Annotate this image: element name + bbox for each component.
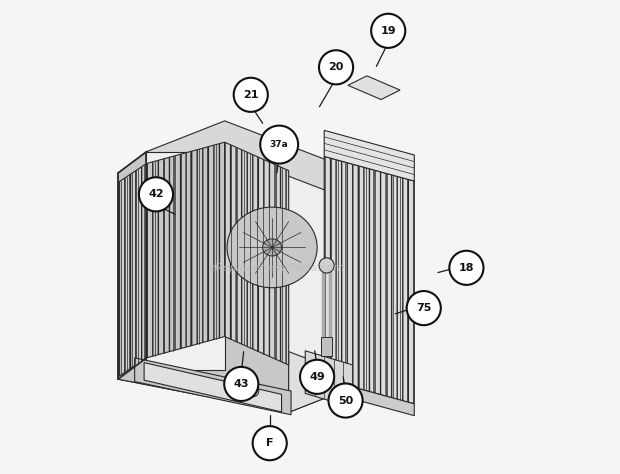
Circle shape (247, 385, 259, 397)
Circle shape (234, 78, 268, 112)
Text: F: F (266, 438, 273, 448)
Circle shape (319, 50, 353, 84)
Polygon shape (324, 156, 414, 404)
Circle shape (329, 383, 363, 418)
Polygon shape (289, 175, 367, 412)
Polygon shape (305, 351, 353, 408)
Polygon shape (135, 358, 291, 415)
Circle shape (300, 360, 334, 394)
Text: 19: 19 (381, 26, 396, 36)
Ellipse shape (227, 207, 317, 288)
Text: 75: 75 (416, 303, 432, 313)
Text: 21: 21 (243, 90, 259, 100)
Polygon shape (146, 152, 224, 370)
Polygon shape (324, 130, 414, 181)
Circle shape (224, 367, 259, 401)
Polygon shape (118, 348, 367, 412)
Text: 20: 20 (329, 62, 343, 73)
Ellipse shape (263, 239, 281, 256)
Circle shape (252, 426, 287, 460)
Polygon shape (144, 363, 281, 412)
Text: 49: 49 (309, 372, 325, 382)
Polygon shape (348, 76, 400, 100)
Polygon shape (146, 121, 367, 206)
Text: eReplacementParts.com: eReplacementParts.com (209, 263, 345, 273)
Text: 18: 18 (459, 263, 474, 273)
Polygon shape (224, 152, 367, 382)
Circle shape (260, 126, 298, 164)
Text: 37a: 37a (270, 140, 288, 149)
Polygon shape (224, 142, 289, 365)
Polygon shape (118, 152, 289, 412)
Circle shape (371, 14, 405, 48)
Polygon shape (146, 142, 224, 358)
Circle shape (319, 258, 334, 273)
Polygon shape (324, 379, 414, 416)
Polygon shape (118, 164, 146, 377)
Circle shape (450, 251, 484, 285)
Polygon shape (321, 337, 332, 356)
Text: 43: 43 (234, 379, 249, 389)
Text: 42: 42 (148, 189, 164, 200)
Circle shape (407, 291, 441, 325)
Text: 50: 50 (338, 395, 353, 406)
Circle shape (139, 177, 173, 211)
